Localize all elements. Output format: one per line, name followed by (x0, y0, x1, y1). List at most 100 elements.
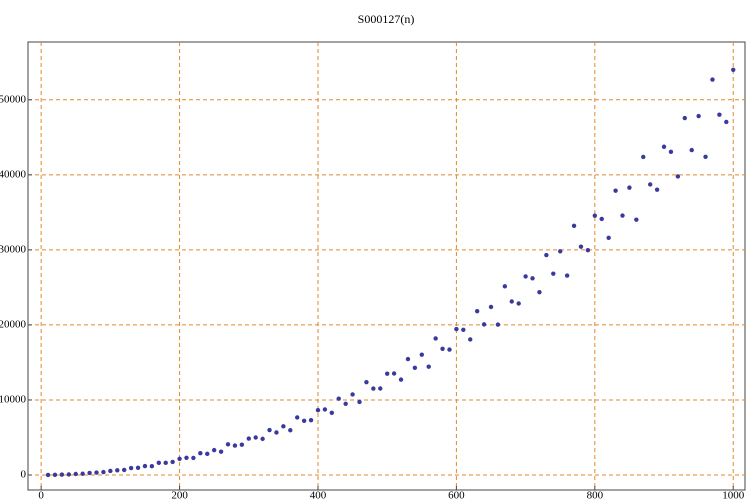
point (357, 399, 362, 405)
point (447, 347, 452, 352)
point (121, 467, 127, 473)
point (281, 424, 286, 429)
point (87, 470, 92, 476)
point (537, 289, 542, 295)
point (295, 415, 300, 420)
point (308, 418, 314, 423)
point (461, 327, 466, 332)
point (495, 322, 501, 327)
point (724, 119, 729, 125)
point (218, 449, 224, 454)
point (412, 365, 418, 370)
point (94, 470, 99, 475)
y-tick-label: 20000 (0, 318, 27, 330)
point (170, 459, 175, 465)
point (45, 472, 51, 478)
point (336, 396, 341, 401)
point (509, 299, 514, 304)
point (523, 274, 528, 279)
point (627, 185, 632, 190)
x-tick-label: 600 (448, 490, 465, 502)
point (73, 471, 78, 477)
point (301, 418, 307, 424)
point (613, 188, 618, 193)
point (433, 336, 438, 341)
point (364, 379, 369, 385)
point (426, 364, 431, 369)
point (149, 463, 155, 469)
point (267, 427, 272, 433)
point (315, 407, 321, 413)
point (419, 352, 424, 357)
point (378, 386, 383, 391)
point (391, 371, 397, 376)
point (585, 247, 591, 253)
point (184, 455, 189, 460)
y-tick-label: 0 (21, 469, 27, 481)
point (191, 455, 196, 461)
point (620, 213, 625, 218)
point (647, 182, 653, 187)
point (274, 430, 279, 435)
point (474, 308, 480, 314)
point (454, 326, 459, 332)
point (689, 147, 694, 153)
point (211, 447, 217, 453)
point (384, 371, 390, 376)
point (398, 377, 404, 382)
x-tick-label: 1000 (722, 490, 745, 502)
x-tick-label: 200 (171, 490, 188, 502)
x-tick-label: 0 (38, 490, 44, 502)
point (468, 337, 473, 342)
point (288, 428, 293, 433)
point (371, 386, 376, 391)
point (675, 174, 681, 179)
point (592, 213, 598, 218)
point (405, 356, 411, 362)
point (606, 235, 611, 241)
point (177, 456, 182, 461)
point (232, 443, 238, 448)
point (343, 401, 348, 407)
point (59, 472, 65, 477)
point (696, 113, 701, 119)
point (101, 469, 106, 475)
chart-title: S000127(n) (358, 12, 415, 26)
point (156, 460, 162, 466)
point (246, 436, 251, 441)
point (668, 149, 674, 155)
point (551, 271, 556, 276)
y-tick-label: 30000 (0, 243, 27, 255)
point (80, 471, 85, 476)
point (322, 407, 328, 412)
point (142, 463, 148, 469)
point (564, 273, 570, 278)
point (329, 410, 335, 415)
point (66, 472, 72, 477)
point (128, 465, 134, 471)
x-tick-label: 400 (310, 490, 327, 502)
point (260, 436, 265, 442)
plot-frame (27, 41, 746, 491)
y-tick-label: 40000 (0, 168, 27, 180)
point (731, 67, 736, 72)
point (558, 249, 563, 254)
point (710, 77, 715, 82)
y-tick-label: 50000 (0, 93, 27, 105)
point (703, 154, 708, 160)
x-tick-label: 800 (587, 490, 604, 502)
point (634, 217, 639, 222)
point (163, 460, 168, 466)
point (350, 392, 355, 397)
point (571, 223, 577, 229)
point (544, 252, 549, 258)
point (661, 144, 667, 149)
point (115, 468, 120, 473)
point (253, 435, 258, 440)
point (481, 322, 487, 327)
point (516, 301, 521, 306)
y-tick-label: 10000 (0, 393, 27, 405)
point (530, 276, 535, 281)
point (502, 284, 508, 289)
